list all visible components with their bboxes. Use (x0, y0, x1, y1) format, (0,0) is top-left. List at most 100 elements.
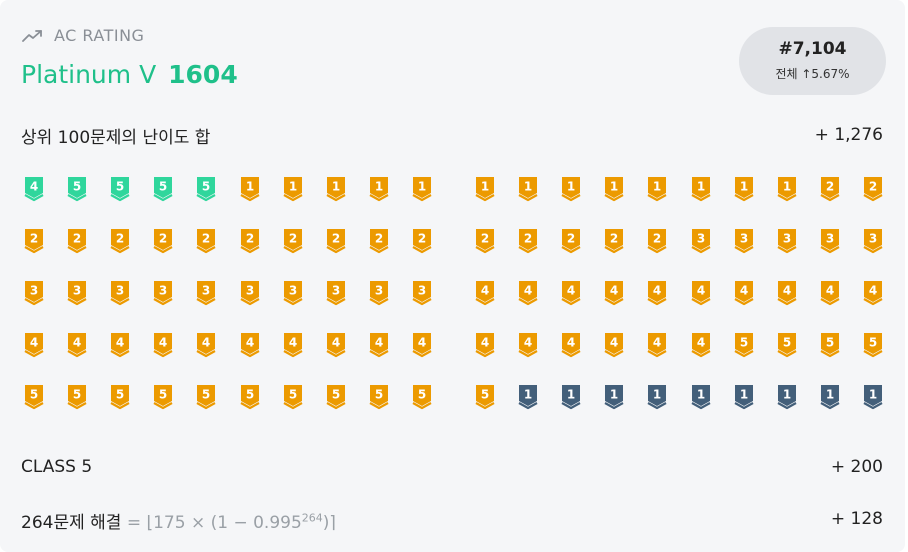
gold-2-tier-icon[interactable]: 2 (368, 228, 390, 254)
gold-1-tier-icon[interactable]: 1 (282, 176, 304, 202)
gold-2-tier-icon[interactable]: 2 (862, 176, 884, 202)
gold-1-tier-icon[interactable]: 1 (474, 176, 496, 202)
gold-4-tier-icon[interactable]: 4 (776, 280, 798, 306)
gold-4-tier-icon[interactable]: 4 (368, 332, 390, 358)
gold-4-tier-icon[interactable]: 4 (282, 332, 304, 358)
gold-5-tier-icon[interactable]: 5 (819, 332, 841, 358)
gold-3-tier-icon[interactable]: 3 (23, 280, 45, 306)
gold-2-tier-icon[interactable]: 2 (66, 228, 88, 254)
gold-4-tier-icon[interactable]: 4 (23, 332, 45, 358)
unrated-1-tier-icon[interactable]: 1 (517, 384, 539, 410)
gold-5-tier-icon[interactable]: 5 (862, 332, 884, 358)
gold-3-tier-icon[interactable]: 3 (325, 280, 347, 306)
gold-1-tier-icon[interactable]: 1 (603, 176, 625, 202)
gold-5-tier-icon[interactable]: 5 (66, 384, 88, 410)
gold-3-tier-icon[interactable]: 3 (66, 280, 88, 306)
gold-1-tier-icon[interactable]: 1 (646, 176, 668, 202)
gold-2-tier-icon[interactable]: 2 (646, 228, 668, 254)
gold-3-tier-icon[interactable]: 3 (282, 280, 304, 306)
gold-4-tier-icon[interactable]: 4 (646, 332, 668, 358)
gold-4-tier-icon[interactable]: 4 (411, 332, 433, 358)
gold-4-tier-icon[interactable]: 4 (560, 280, 582, 306)
gold-5-tier-icon[interactable]: 5 (733, 332, 755, 358)
gold-5-tier-icon[interactable]: 5 (23, 384, 45, 410)
unrated-1-tier-icon[interactable]: 1 (690, 384, 712, 410)
gold-2-tier-icon[interactable]: 2 (282, 228, 304, 254)
gold-1-tier-icon[interactable]: 1 (239, 176, 261, 202)
gold-3-tier-icon[interactable]: 3 (776, 228, 798, 254)
gold-4-tier-icon[interactable]: 4 (690, 332, 712, 358)
gold-2-tier-icon[interactable]: 2 (474, 228, 496, 254)
gold-4-tier-icon[interactable]: 4 (517, 280, 539, 306)
gold-2-tier-icon[interactable]: 2 (239, 228, 261, 254)
gold-2-tier-icon[interactable]: 2 (603, 228, 625, 254)
gold-1-tier-icon[interactable]: 1 (368, 176, 390, 202)
gold-1-tier-icon[interactable]: 1 (776, 176, 798, 202)
gold-4-tier-icon[interactable]: 4 (603, 332, 625, 358)
unrated-1-tier-icon[interactable]: 1 (862, 384, 884, 410)
gold-1-tier-icon[interactable]: 1 (560, 176, 582, 202)
unrated-1-tier-icon[interactable]: 1 (646, 384, 668, 410)
gold-4-tier-icon[interactable]: 4 (474, 332, 496, 358)
gold-2-tier-icon[interactable]: 2 (517, 228, 539, 254)
gold-5-tier-icon[interactable]: 5 (152, 384, 174, 410)
gold-2-tier-icon[interactable]: 2 (152, 228, 174, 254)
gold-3-tier-icon[interactable]: 3 (733, 228, 755, 254)
unrated-1-tier-icon[interactable]: 1 (819, 384, 841, 410)
emerald-5-tier-icon[interactable]: 5 (109, 176, 131, 202)
unrated-1-tier-icon[interactable]: 1 (733, 384, 755, 410)
gold-1-tier-icon[interactable]: 1 (690, 176, 712, 202)
gold-5-tier-icon[interactable]: 5 (411, 384, 433, 410)
gold-4-tier-icon[interactable]: 4 (646, 280, 668, 306)
gold-5-tier-icon[interactable]: 5 (239, 384, 261, 410)
gold-2-tier-icon[interactable]: 2 (23, 228, 45, 254)
gold-2-tier-icon[interactable]: 2 (325, 228, 347, 254)
gold-4-tier-icon[interactable]: 4 (325, 332, 347, 358)
gold-5-tier-icon[interactable]: 5 (474, 384, 496, 410)
unrated-1-tier-icon[interactable]: 1 (560, 384, 582, 410)
gold-3-tier-icon[interactable]: 3 (862, 228, 884, 254)
gold-4-tier-icon[interactable]: 4 (862, 280, 884, 306)
gold-2-tier-icon[interactable]: 2 (411, 228, 433, 254)
gold-3-tier-icon[interactable]: 3 (109, 280, 131, 306)
gold-2-tier-icon[interactable]: 2 (560, 228, 582, 254)
gold-1-tier-icon[interactable]: 1 (411, 176, 433, 202)
gold-3-tier-icon[interactable]: 3 (411, 280, 433, 306)
gold-4-tier-icon[interactable]: 4 (517, 332, 539, 358)
gold-4-tier-icon[interactable]: 4 (109, 332, 131, 358)
gold-4-tier-icon[interactable]: 4 (239, 332, 261, 358)
emerald-5-tier-icon[interactable]: 5 (195, 176, 217, 202)
unrated-1-tier-icon[interactable]: 1 (603, 384, 625, 410)
gold-4-tier-icon[interactable]: 4 (690, 280, 712, 306)
gold-5-tier-icon[interactable]: 5 (195, 384, 217, 410)
gold-4-tier-icon[interactable]: 4 (819, 280, 841, 306)
gold-2-tier-icon[interactable]: 2 (109, 228, 131, 254)
gold-3-tier-icon[interactable]: 3 (195, 280, 217, 306)
gold-5-tier-icon[interactable]: 5 (368, 384, 390, 410)
gold-1-tier-icon[interactable]: 1 (733, 176, 755, 202)
unrated-1-tier-icon[interactable]: 1 (776, 384, 798, 410)
emerald-5-tier-icon[interactable]: 5 (66, 176, 88, 202)
gold-3-tier-icon[interactable]: 3 (368, 280, 390, 306)
gold-4-tier-icon[interactable]: 4 (474, 280, 496, 306)
gold-5-tier-icon[interactable]: 5 (325, 384, 347, 410)
gold-4-tier-icon[interactable]: 4 (195, 332, 217, 358)
gold-5-tier-icon[interactable]: 5 (109, 384, 131, 410)
gold-3-tier-icon[interactable]: 3 (239, 280, 261, 306)
gold-5-tier-icon[interactable]: 5 (282, 384, 304, 410)
gold-3-tier-icon[interactable]: 3 (690, 228, 712, 254)
gold-5-tier-icon[interactable]: 5 (776, 332, 798, 358)
emerald-5-tier-icon[interactable]: 5 (152, 176, 174, 202)
gold-4-tier-icon[interactable]: 4 (603, 280, 625, 306)
gold-4-tier-icon[interactable]: 4 (560, 332, 582, 358)
gold-4-tier-icon[interactable]: 4 (66, 332, 88, 358)
rank-badge[interactable]: #7,104 전체 ↑5.67% (739, 27, 886, 95)
gold-3-tier-icon[interactable]: 3 (152, 280, 174, 306)
gold-3-tier-icon[interactable]: 3 (819, 228, 841, 254)
gold-1-tier-icon[interactable]: 1 (517, 176, 539, 202)
gold-2-tier-icon[interactable]: 2 (195, 228, 217, 254)
gold-2-tier-icon[interactable]: 2 (819, 176, 841, 202)
emerald-4-tier-icon[interactable]: 4 (23, 176, 45, 202)
gold-1-tier-icon[interactable]: 1 (325, 176, 347, 202)
gold-4-tier-icon[interactable]: 4 (733, 280, 755, 306)
